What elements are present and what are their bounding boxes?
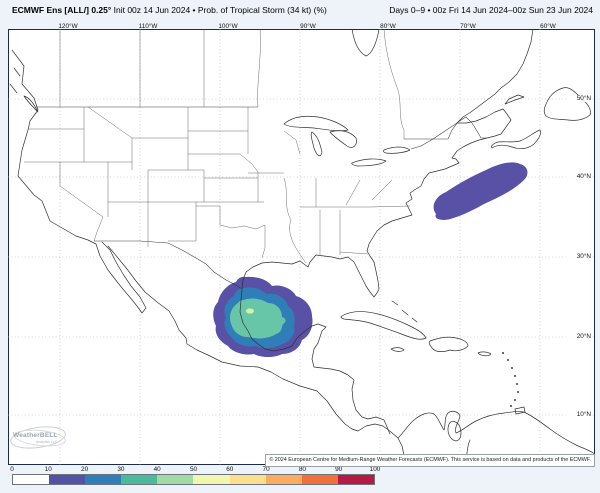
cbar-tick-30: 30 <box>117 465 125 473</box>
mexico-prob50-core <box>246 308 254 314</box>
lon-label-110w: 110°W <box>138 23 158 30</box>
probability-colorbar <box>12 474 375 485</box>
lon-label-70w: 70°W <box>460 23 476 30</box>
lon-label-100w: 100°W <box>218 23 238 30</box>
watermark-wordmark: WeatherBELL <box>13 432 58 439</box>
lon-label-90w: 90°W <box>300 23 316 30</box>
cbar-segment <box>301 475 338 484</box>
product-subtitle: Init 00z 14 Jun 2024 • Prob. of Tropical… <box>111 5 327 15</box>
probability-contours <box>213 162 528 357</box>
cbar-segment <box>337 475 374 484</box>
cbar-tick-80: 80 <box>298 465 306 473</box>
cbar-tick-60: 60 <box>226 465 234 473</box>
atlantic-prob10-blob <box>433 162 528 220</box>
international-borders <box>36 106 487 290</box>
cbar-tick-50: 50 <box>189 465 198 473</box>
lon-label-80w: 80°W <box>380 23 396 30</box>
header: ECMWF Ens [ALL/] 0.25° Init 00z 14 Jun 2… <box>12 3 593 17</box>
graticule <box>8 29 595 465</box>
lat-label-40n: 40°N <box>567 173 591 180</box>
map-canvas <box>8 29 595 465</box>
cbar-tick-40: 40 <box>153 465 161 473</box>
cbar-tick-70: 70 <box>262 465 270 473</box>
lon-label-120w: 120°W <box>58 23 78 30</box>
cbar-segment <box>85 475 122 484</box>
coastlines <box>9 29 595 465</box>
lat-label-50n: 50°N <box>567 95 591 102</box>
map-frame <box>8 29 595 465</box>
valid-time-range: Days 0–9 • 00z Fri 14 Jun 2024–00z Sun 2… <box>389 5 593 15</box>
state-borders <box>24 29 411 264</box>
watermark-subtext: Analytics LLC <box>36 440 58 444</box>
cbar-segment <box>229 475 266 484</box>
cbar-tick-20: 20 <box>81 465 89 473</box>
lat-label-10n: 10°N <box>567 411 591 418</box>
lat-label-30n: 30°N <box>567 253 591 260</box>
cbar-segment <box>121 475 158 484</box>
cbar-tick-100: 100 <box>369 465 381 473</box>
island-specks <box>502 352 519 407</box>
cbar-tick-10: 10 <box>44 465 52 473</box>
cbar-segment <box>157 475 194 484</box>
product-title: ECMWF Ens [ALL/] 0.25° Init 00z 14 Jun 2… <box>12 5 327 15</box>
mexico-prob30-blob <box>230 298 286 339</box>
cbar-segment <box>49 475 86 484</box>
copyright-notice: © 2024 European Centre for Medium-Range … <box>265 454 595 467</box>
cbar-tick-90: 90 <box>335 465 343 473</box>
cbar-tick-0: 0 <box>10 465 14 473</box>
lat-label-20n: 20°N <box>567 333 591 340</box>
lon-label-60w: 60°W <box>540 23 556 30</box>
cbar-segment <box>265 475 302 484</box>
product-name: ECMWF Ens [ALL/] 0.25° <box>12 5 112 15</box>
cbar-segment <box>13 475 50 484</box>
cbar-segment <box>193 475 230 484</box>
weatherbell-watermark: WeatherBELL Analytics LLC <box>8 423 68 452</box>
